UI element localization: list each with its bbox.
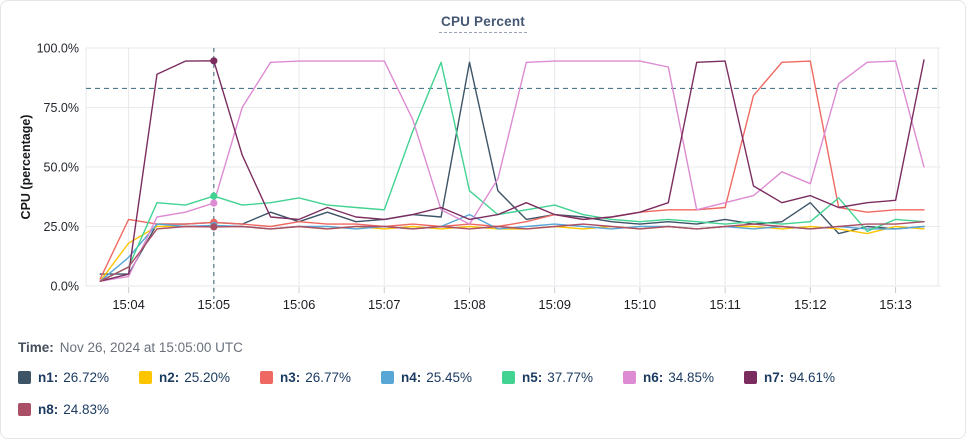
series-line-n8[interactable] [99,220,925,282]
x-tick-label: 15:04 [112,297,145,312]
legend-item-n3[interactable]: n3: 26.77% [260,367,381,388]
legend-label-n6: n6: [643,370,664,385]
x-tick-label: 15:09 [538,297,571,312]
x-tick-label: 15:05 [198,297,231,312]
crosshair-marker-n7 [210,57,218,65]
legend-value-n3: 26.77% [305,370,352,385]
legend: n1: 26.72% n2: 25.20% n3: 26.77% n4: 25.… [18,367,865,420]
chart-title[interactable]: CPU Percent [439,14,527,33]
x-tick-label: 15:12 [794,297,827,312]
crosshair-marker-n6 [210,199,218,207]
x-gridlines: 15:04 15:05 15:06 15:07 15:08 15:09 15:10 15:11… [85,48,939,312]
y-tick-label: 25.0% [44,220,79,234]
legend-value-n1: 26.72% [63,370,110,385]
y-axis-label: CPU (percentage) [19,115,33,220]
legend-item-n6[interactable]: n6: 34.85% [623,367,744,388]
x-tick-label: 15:06 [283,297,316,312]
legend-label-n3: n3: [280,370,301,385]
cpu-percent-line-chart[interactable]: 0.0% 25.0% 50.0% 75.0% 100.0% 15:04 15:05 15:06… [1,37,966,321]
legend-label-n7: n7: [764,370,785,385]
legend-item-n4[interactable]: n4: 25.45% [381,367,502,388]
chart-title-row: CPU Percent [1,13,965,33]
y-tick-label: 0.0% [51,280,80,294]
legend-value-n2: 25.20% [184,370,231,385]
legend-swatch-n6 [623,371,636,384]
x-tick-label: 15:10 [624,297,657,312]
series-line-n3[interactable] [99,60,925,280]
legend-item-n2[interactable]: n2: 25.20% [139,367,260,388]
series-line-n2[interactable] [99,225,925,282]
crosshair-marker-n5 [210,192,218,200]
legend-item-n8[interactable]: n8: 24.83% [18,399,139,420]
legend-swatch-n1 [18,371,31,384]
legend-label-n5: n5: [522,370,543,385]
legend-label-n8: n8: [38,402,59,417]
crosshair-marker-n8 [210,223,218,231]
legend-label-n1: n1: [38,370,59,385]
time-label: Time: [18,340,54,355]
legend-item-n1[interactable]: n1: 26.72% [18,367,139,388]
x-tick-label: 15:08 [453,297,486,312]
series-line-n5[interactable] [99,61,925,282]
y-tick-label: 50.0% [44,161,79,175]
legend-value-n7: 94.61% [789,370,836,385]
legend-label-n2: n2: [159,370,180,385]
y-gridlines: 0.0% 25.0% 50.0% 75.0% 100.0% [37,42,941,294]
x-tick-label: 15:07 [368,297,401,312]
legend-label-n4: n4: [401,370,422,385]
x-tick-label: 15:11 [709,297,741,312]
time-value: Nov 26, 2024 at 15:05:00 UTC [59,340,243,355]
series-line-n6[interactable] [99,60,925,282]
legend-item-n7[interactable]: n7: 94.61% [744,367,865,388]
legend-value-n6: 34.85% [668,370,715,385]
legend-value-n4: 25.45% [426,370,473,385]
legend-swatch-n4 [381,371,394,384]
legend-swatch-n7 [744,371,757,384]
y-tick-label: 100.0% [37,42,79,56]
x-tick-label: 15:13 [879,297,912,312]
y-tick-label: 75.0% [44,101,79,115]
crosshair-time-row: Time: Nov 26, 2024 at 15:05:00 UTC [18,340,243,355]
legend-swatch-n2 [139,371,152,384]
legend-value-n5: 37.77% [547,370,594,385]
legend-swatch-n8 [18,403,31,416]
legend-swatch-n5 [502,371,515,384]
legend-value-n8: 24.83% [63,402,110,417]
legend-item-n5[interactable]: n5: 37.77% [502,367,623,388]
legend-swatch-n3 [260,371,273,384]
series-line-n7[interactable] [99,59,925,282]
